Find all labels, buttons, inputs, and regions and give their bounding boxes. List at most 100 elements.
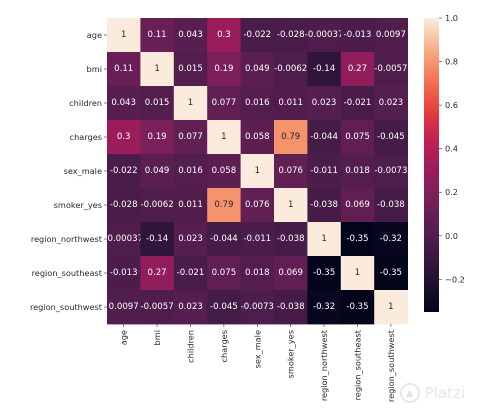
heatmap-cell-region_southwest-bmi	[140, 290, 175, 325]
heatmap-cell-bmi-region_southeast	[340, 52, 375, 87]
heatmap-cell-children-sex_male	[240, 86, 275, 121]
heatmap-cell-age-region_southwest	[374, 18, 408, 53]
heatmap-cell-age-children	[173, 18, 208, 53]
heatmap-cell-value: 0.11	[148, 30, 167, 40]
colorbar-tick-label: 0.2	[445, 187, 458, 197]
heatmap-cell-value: 0.11	[114, 64, 133, 74]
heatmap-cell-region_southeast-age	[107, 256, 141, 291]
heatmap-cell-region_northwest-region_southeast	[340, 222, 375, 257]
heatmap-cell-charges-bmi	[140, 120, 175, 155]
heatmap-cell-bmi-bmi	[140, 52, 175, 87]
heatmap-cell-region_southeast-region_northwest	[307, 256, 342, 291]
heatmap-cell-value: 0.018	[245, 268, 270, 278]
heatmap-cell-children-bmi	[140, 86, 175, 121]
heatmap-cell-value: -0.00037	[305, 30, 344, 40]
heatmap-cell-smoker_yes-region_southeast	[340, 188, 375, 223]
heatmap-cell-children-region_northwest	[307, 86, 342, 121]
heatmap-cell-value: -0.35	[313, 268, 335, 278]
heatmap-cell-region_northwest-bmi	[140, 222, 175, 257]
heatmap-cell-value: 0.075	[345, 132, 370, 142]
heatmap-cell-sex_male-region_southeast	[340, 154, 375, 189]
heatmap-cell-value: -0.038	[310, 200, 338, 210]
heatmap-cell-sex_male-region_northwest	[307, 154, 342, 189]
colorbar-tick-label: 0.4	[445, 144, 458, 154]
heatmap-cell-value: -0.0073	[374, 166, 407, 176]
y-tick-labels: age bmi children charges sex_male smoker_yesr…	[30, 30, 107, 312]
heatmap-cell-value: 0.043	[178, 30, 203, 40]
heatmap-cell-sex_male-sex_male	[240, 154, 275, 189]
heatmap-cell-value: 0.015	[145, 98, 170, 108]
heatmap-cell-charges-sex_male	[240, 120, 275, 155]
colorbar-gradient	[424, 18, 439, 312]
heatmap-cell-age-region_southeast	[340, 18, 375, 53]
heatmap-cell-region_southeast-charges	[207, 256, 241, 291]
heatmap-cell-smoker_yes-region_northwest	[307, 188, 342, 223]
x-tick-label: smoker_yes	[286, 330, 296, 378]
heatmap-cell-children-region_southeast	[340, 86, 375, 121]
heatmap-cell-bmi-charges	[207, 52, 241, 87]
heatmap-cell-value: 0.076	[278, 166, 303, 176]
heatmap-cell-region_southwest-region_southeast	[340, 290, 375, 325]
heatmap-cell-charges-smoker_yes	[274, 120, 308, 155]
heatmap-cell-charges-charges	[207, 120, 241, 155]
heatmap-cell-value: 0.19	[214, 64, 233, 74]
heatmap-cell-smoker_yes-charges	[207, 188, 241, 223]
heatmap-cell-value: -0.028	[110, 200, 138, 210]
heatmap-cell-value: 0.0097	[376, 30, 406, 40]
heatmap-cell-value: -0.038	[277, 302, 305, 312]
heatmap-cell-region_northwest-region_southwest	[374, 222, 408, 257]
heatmap-cell-age-sex_male	[240, 18, 275, 53]
y-tick-label: charges	[70, 132, 102, 142]
watermark-text: Platzi	[424, 384, 465, 402]
heatmap-cell-bmi-region_northwest	[307, 52, 342, 87]
heatmap-cell-value: 0.043	[111, 98, 136, 108]
heatmap-cell-value: 1	[321, 234, 326, 244]
heatmap-cell-bmi-children	[173, 52, 208, 87]
heatmap-cell-age-age	[107, 18, 141, 53]
heatmap-cell-age-smoker_yes	[274, 18, 308, 53]
y-tick-label: children	[69, 98, 102, 108]
x-tick-label: region_southeast	[353, 329, 363, 400]
heatmap-cell-value: 1	[288, 200, 293, 210]
heatmap-cell-smoker_yes-sex_male	[240, 188, 275, 223]
heatmap-cell-region_northwest-smoker_yes	[274, 222, 308, 257]
heatmap-cell-age-region_northwest	[307, 18, 342, 53]
heatmap-cell-value: 0.077	[212, 98, 237, 108]
heatmap-cell-value: 0.015	[178, 64, 203, 74]
heatmap-cell-value: -0.35	[380, 268, 402, 278]
heatmap-cell-value: 1	[154, 64, 159, 74]
heatmap-cell-value: -0.011	[243, 234, 271, 244]
heatmap-cell-children-region_southwest	[374, 86, 408, 121]
heatmap-cell-value: -0.0057	[374, 64, 407, 74]
y-tick-label: region_southwest	[30, 302, 103, 312]
heatmap-cell-children-charges	[207, 86, 241, 121]
heatmap-cell-value: -0.044	[210, 234, 238, 244]
heatmap-cell-value: 1	[121, 30, 126, 40]
heatmap-cell-value: -0.045	[210, 302, 238, 312]
y-tick-label: region_northwest	[31, 234, 103, 244]
heatmap-cell-value: 0.049	[145, 166, 170, 176]
heatmap-cell-region_southwest-sex_male	[240, 290, 275, 325]
heatmap-cell-region_southwest-smoker_yes	[274, 290, 308, 325]
heatmap-cell-value: 1	[188, 98, 193, 108]
heatmap-cell-value: -0.0057	[141, 302, 174, 312]
heatmap-cell-value: -0.013	[110, 268, 138, 278]
heatmap-cell-region_southeast-region_southeast	[340, 256, 375, 291]
heatmap-cells: 1 0.11 0.043 0.3 -0.022 -0.028 -0.00037 -0.013 0…	[104, 18, 408, 325]
heatmap-cell-bmi-sex_male	[240, 52, 275, 87]
heatmap-cell-sex_male-smoker_yes	[274, 154, 308, 189]
heatmap-cell-value: -0.35	[346, 302, 368, 312]
heatmap-cell-region_southeast-bmi	[140, 256, 175, 291]
heatmap-cell-value: 0.016	[178, 166, 203, 176]
heatmap-cell-bmi-age	[107, 52, 141, 87]
heatmap-cell-charges-children	[173, 120, 208, 155]
heatmap-cell-value: 0.011	[178, 200, 203, 210]
heatmap-cell-children-age	[107, 86, 141, 121]
heatmap-cell-region_southwest-region_northwest	[307, 290, 342, 325]
heatmap-cell-value: 0.023	[178, 302, 203, 312]
x-tick-label: charges	[219, 330, 229, 362]
heatmap-cell-value: 0.79	[281, 132, 300, 142]
heatmap-cell-sex_male-age	[107, 154, 141, 189]
heatmap-cell-region_southwest-age	[107, 290, 141, 325]
heatmap-cell-value: 0.27	[348, 64, 367, 74]
